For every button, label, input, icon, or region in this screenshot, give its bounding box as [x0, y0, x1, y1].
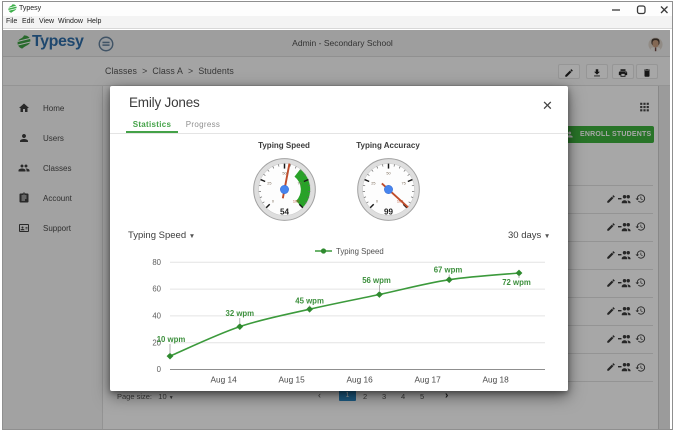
svg-text:100: 100: [396, 199, 402, 203]
svg-text:10 wpm: 10 wpm: [157, 335, 186, 344]
svg-text:0: 0: [157, 365, 162, 374]
svg-text:54: 54: [280, 207, 289, 216]
svg-text:Aug 15: Aug 15: [278, 375, 305, 385]
svg-text:99: 99: [384, 207, 393, 216]
svg-text:45 wpm: 45 wpm: [295, 297, 324, 306]
svg-text:50: 50: [386, 171, 390, 175]
svg-text:Aug 14: Aug 14: [210, 375, 237, 385]
svg-text:40: 40: [152, 312, 161, 321]
svg-text:32 wpm: 32 wpm: [225, 309, 254, 318]
svg-text:50: 50: [282, 171, 286, 175]
svg-text:Typing Speed: Typing Speed: [336, 247, 384, 256]
svg-text:0: 0: [272, 199, 274, 203]
svg-text:20: 20: [152, 338, 161, 347]
svg-text:100: 100: [293, 199, 299, 203]
svg-text:25: 25: [267, 182, 271, 186]
svg-text:67 wpm: 67 wpm: [434, 266, 463, 275]
svg-text:0: 0: [375, 199, 377, 203]
svg-text:Aug 17: Aug 17: [414, 375, 441, 385]
svg-text:60: 60: [152, 285, 161, 294]
svg-text:25: 25: [371, 182, 375, 186]
svg-text:56 wpm: 56 wpm: [362, 276, 391, 285]
svg-text:75: 75: [401, 182, 405, 186]
svg-text:Aug 18: Aug 18: [482, 375, 509, 385]
svg-text:72 wpm: 72 wpm: [502, 278, 531, 287]
svg-text:Aug 16: Aug 16: [346, 375, 373, 385]
svg-text:75: 75: [298, 182, 302, 186]
svg-text:80: 80: [152, 258, 161, 267]
